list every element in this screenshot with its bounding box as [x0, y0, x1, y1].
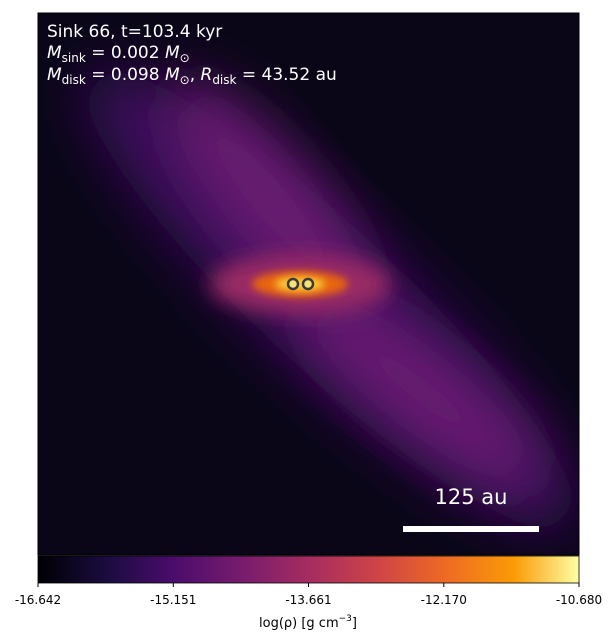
sink-mass: Msink = 0.002 M⊙	[47, 43, 190, 65]
colorbar-tick-label: -10.680	[556, 593, 602, 607]
colorbar-label: log(ρ) [g cm−3]	[259, 614, 357, 631]
frame	[37, 12, 580, 556]
colorbar-tick-label: -16.642	[15, 593, 61, 607]
scale-bar	[403, 526, 539, 532]
density-image	[38, 13, 579, 555]
colorbar-tick-label: -12.170	[421, 593, 467, 607]
scale-bar-label: 125 au	[435, 485, 508, 509]
disk-props: Mdisk = 0.098 M⊙, Rdisk = 43.52 au	[47, 65, 337, 87]
colorbar	[37, 555, 580, 584]
colorbar-tick-label: -15.151	[150, 593, 196, 607]
colorbar-tick-label: -13.661	[285, 593, 331, 607]
title-line: Sink 66, t=103.4 kyr	[47, 22, 222, 42]
